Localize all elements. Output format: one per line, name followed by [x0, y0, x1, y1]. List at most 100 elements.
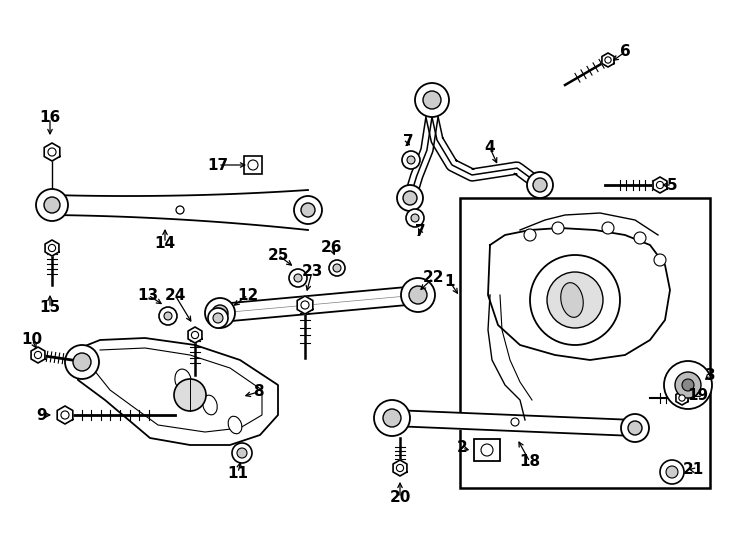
Circle shape — [333, 264, 341, 272]
Circle shape — [164, 312, 172, 320]
Circle shape — [406, 209, 424, 227]
Polygon shape — [602, 53, 614, 67]
Circle shape — [407, 156, 415, 164]
Circle shape — [301, 301, 309, 309]
Circle shape — [396, 464, 404, 471]
Text: 19: 19 — [688, 388, 708, 402]
Circle shape — [682, 379, 694, 391]
Circle shape — [656, 181, 664, 188]
Polygon shape — [297, 296, 313, 314]
Text: 2: 2 — [457, 441, 468, 456]
Text: 24: 24 — [164, 287, 186, 302]
Circle shape — [605, 57, 611, 63]
Circle shape — [248, 160, 258, 170]
Circle shape — [411, 214, 419, 222]
Text: 17: 17 — [208, 158, 228, 172]
Circle shape — [208, 308, 228, 328]
Text: 9: 9 — [37, 408, 47, 422]
Circle shape — [65, 345, 99, 379]
Circle shape — [383, 409, 401, 427]
Circle shape — [289, 269, 307, 287]
Text: 3: 3 — [705, 368, 716, 382]
Circle shape — [34, 352, 42, 359]
Polygon shape — [488, 228, 670, 360]
Circle shape — [664, 361, 712, 409]
Circle shape — [628, 421, 642, 435]
Text: 8: 8 — [252, 384, 264, 400]
Circle shape — [679, 395, 685, 401]
Circle shape — [527, 172, 553, 198]
Circle shape — [205, 298, 235, 328]
Text: 18: 18 — [520, 455, 540, 469]
Text: 21: 21 — [683, 462, 704, 477]
Circle shape — [602, 222, 614, 234]
Bar — [474, 439, 500, 461]
Ellipse shape — [175, 369, 191, 391]
Polygon shape — [653, 177, 667, 193]
Circle shape — [36, 189, 68, 221]
Circle shape — [192, 332, 199, 339]
Circle shape — [294, 274, 302, 282]
Text: 5: 5 — [666, 178, 677, 192]
Text: 4: 4 — [484, 140, 495, 156]
Text: 1: 1 — [445, 274, 455, 289]
Circle shape — [159, 307, 177, 325]
Circle shape — [174, 379, 206, 411]
Bar — [244, 156, 262, 174]
Circle shape — [666, 466, 678, 478]
Circle shape — [403, 191, 417, 205]
Circle shape — [48, 148, 56, 156]
Polygon shape — [393, 460, 407, 476]
Circle shape — [675, 372, 701, 398]
Circle shape — [409, 286, 427, 304]
Circle shape — [176, 206, 184, 214]
Circle shape — [213, 313, 223, 323]
Polygon shape — [676, 391, 688, 405]
Text: 11: 11 — [228, 465, 249, 481]
Circle shape — [621, 414, 649, 442]
Circle shape — [552, 222, 564, 234]
Polygon shape — [75, 338, 278, 445]
Circle shape — [511, 418, 519, 426]
Text: 14: 14 — [154, 235, 175, 251]
Circle shape — [48, 245, 56, 252]
Text: 15: 15 — [40, 300, 61, 315]
Text: 10: 10 — [21, 333, 43, 348]
Ellipse shape — [228, 416, 241, 434]
Polygon shape — [188, 327, 202, 343]
Circle shape — [73, 353, 91, 371]
Text: 7: 7 — [415, 225, 425, 240]
Circle shape — [329, 260, 345, 276]
Circle shape — [44, 197, 60, 213]
Text: 6: 6 — [619, 44, 631, 59]
Circle shape — [294, 196, 322, 224]
Text: 16: 16 — [40, 111, 61, 125]
Ellipse shape — [203, 395, 217, 415]
Circle shape — [481, 444, 493, 456]
Polygon shape — [31, 347, 45, 363]
Ellipse shape — [561, 282, 584, 318]
Text: 12: 12 — [237, 287, 258, 302]
Circle shape — [547, 272, 603, 328]
Circle shape — [533, 178, 547, 192]
Circle shape — [397, 185, 423, 211]
Circle shape — [423, 91, 441, 109]
Circle shape — [524, 229, 536, 241]
Circle shape — [401, 278, 435, 312]
Text: 26: 26 — [321, 240, 343, 255]
Circle shape — [634, 232, 646, 244]
Circle shape — [61, 411, 69, 419]
Circle shape — [415, 83, 449, 117]
Circle shape — [660, 460, 684, 484]
Polygon shape — [45, 240, 59, 256]
Circle shape — [237, 448, 247, 458]
Polygon shape — [57, 406, 73, 424]
Circle shape — [232, 443, 252, 463]
Text: 13: 13 — [137, 287, 159, 302]
Circle shape — [374, 400, 410, 436]
Text: 22: 22 — [422, 271, 444, 286]
Circle shape — [402, 151, 420, 169]
Bar — [460, 198, 710, 488]
Circle shape — [530, 255, 620, 345]
Circle shape — [301, 203, 315, 217]
